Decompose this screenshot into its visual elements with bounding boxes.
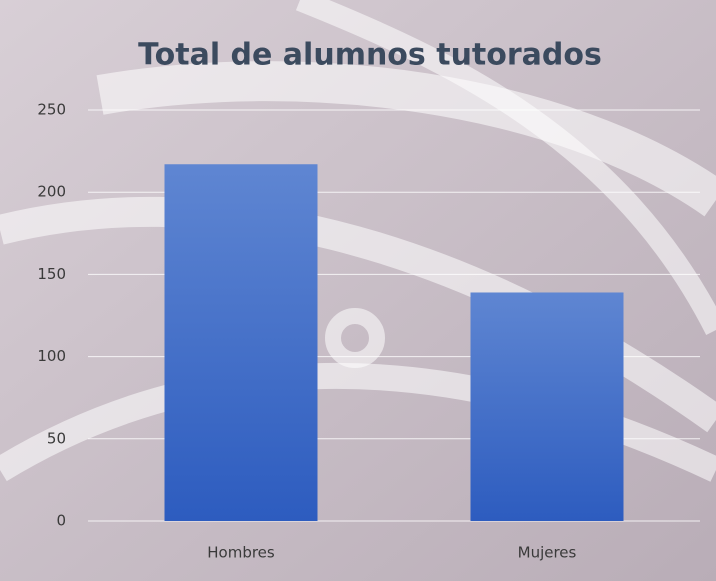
y-tick-label: 150 — [37, 265, 66, 283]
bar — [470, 292, 624, 521]
x-tick-label: Hombres — [207, 544, 275, 562]
y-tick-label: 50 — [47, 429, 66, 447]
y-tick-label: 200 — [37, 183, 66, 201]
y-tick-label: 100 — [37, 347, 66, 365]
x-tick-label: Mujeres — [518, 544, 577, 562]
bar — [164, 164, 318, 521]
y-tick-label: 250 — [37, 101, 66, 119]
y-tick-label: 0 — [56, 512, 66, 530]
chart-title: Total de alumnos tutorados — [138, 38, 602, 73]
